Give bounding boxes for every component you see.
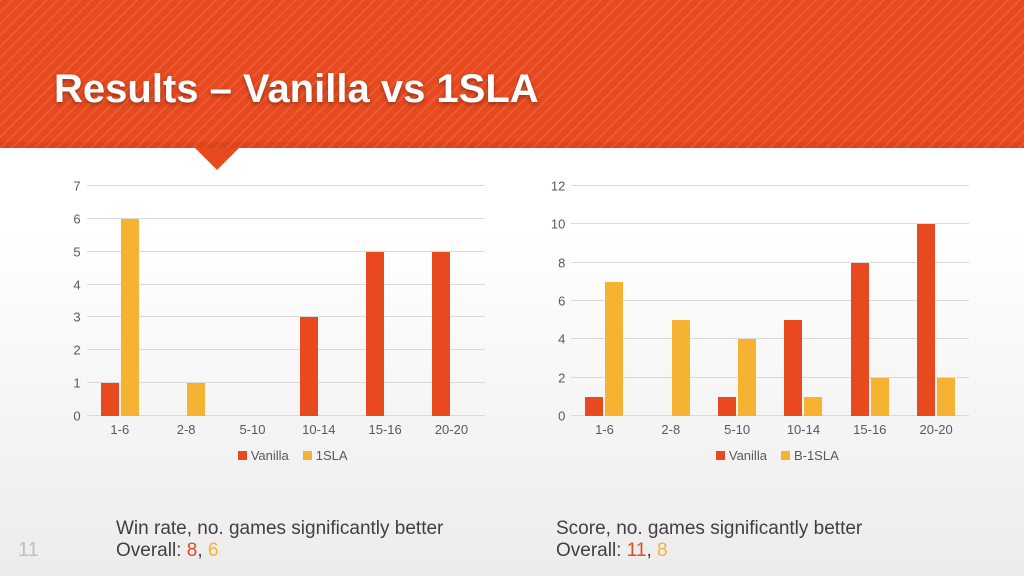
y-tick-label: 1 [73, 376, 80, 391]
chart-left: 01234567 1-62-85-1010-1415-1620-20 Vanil… [55, 186, 485, 463]
header-band: Results – Vanilla vs 1SLA [0, 0, 1024, 148]
x-tick-label: 15-16 [352, 416, 418, 437]
bar-group [770, 186, 836, 416]
x-tick-label: 1-6 [571, 416, 637, 437]
y-tick-label: 2 [73, 343, 80, 358]
bar [738, 339, 756, 416]
caption-left-line1: Win rate, no. games significantly better [116, 518, 443, 540]
bar-group [903, 186, 969, 416]
bar-group [638, 186, 704, 416]
bar [187, 383, 205, 416]
bar-group [352, 186, 418, 416]
bar-group [153, 186, 219, 416]
x-tick-label: 5-10 [219, 416, 285, 437]
bar-group [286, 186, 352, 416]
bar [917, 224, 935, 416]
bar-group [837, 186, 903, 416]
y-tick-label: 2 [558, 370, 565, 385]
bar [605, 282, 623, 416]
x-tick-label: 20-20 [903, 416, 969, 437]
caption-right-line2: Overall: 11, 8 [556, 540, 862, 562]
y-tick-label: 0 [558, 409, 565, 424]
bar-group [704, 186, 770, 416]
x-tick-label: 2-8 [153, 416, 219, 437]
bar-group [219, 186, 285, 416]
x-tick-label: 10-14 [286, 416, 352, 437]
bar [718, 397, 736, 416]
x-tick-label: 10-14 [770, 416, 836, 437]
x-tick-label: 1-6 [87, 416, 153, 437]
legend-label: 1SLA [316, 448, 348, 463]
bar [804, 397, 822, 416]
bar [366, 252, 384, 416]
chart-left-legend: Vanilla 1SLA [87, 437, 485, 463]
bar-group [87, 186, 153, 416]
bar [851, 263, 869, 416]
legend-swatch [303, 451, 312, 460]
legend-swatch [238, 451, 247, 460]
chart-right-legend: Vanilla B-1SLA [571, 437, 969, 463]
legend-swatch [781, 451, 790, 460]
bar [871, 378, 889, 416]
legend-swatch [716, 451, 725, 460]
charts-row: 01234567 1-62-85-1010-1415-1620-20 Vanil… [0, 186, 1024, 463]
caption-left-line2: Overall: 8, 6 [116, 540, 443, 562]
bar [101, 383, 119, 416]
legend-label: Vanilla [729, 448, 767, 463]
y-tick-label: 10 [551, 217, 565, 232]
x-tick-label: 2-8 [638, 416, 704, 437]
caption-right: Score, no. games significantly better Ov… [556, 518, 862, 562]
bar [585, 397, 603, 416]
page-number: 11 [18, 539, 39, 562]
bar [300, 317, 318, 416]
y-tick-label: 6 [73, 211, 80, 226]
x-tick-label: 20-20 [418, 416, 484, 437]
bar [937, 378, 955, 416]
y-tick-label: 12 [551, 179, 565, 194]
y-tick-label: 4 [73, 277, 80, 292]
y-tick-label: 7 [73, 179, 80, 194]
y-tick-label: 0 [73, 409, 80, 424]
bar [784, 320, 802, 416]
bar [121, 219, 139, 416]
y-tick-label: 5 [73, 244, 80, 259]
caption-right-line1: Score, no. games significantly better [556, 518, 862, 540]
legend-label: Vanilla [251, 448, 289, 463]
y-tick-label: 4 [558, 332, 565, 347]
y-tick-label: 3 [73, 310, 80, 325]
bar [672, 320, 690, 416]
x-tick-label: 5-10 [704, 416, 770, 437]
caption-left: Win rate, no. games significantly better… [116, 518, 443, 562]
header-notch [195, 148, 239, 170]
legend-label: B-1SLA [794, 448, 839, 463]
bar-group [571, 186, 637, 416]
x-tick-label: 15-16 [837, 416, 903, 437]
y-tick-label: 8 [558, 255, 565, 270]
bar [432, 252, 450, 416]
bar-group [418, 186, 484, 416]
chart-right: 024681012 1-62-85-1010-1415-1620-20 Vani… [539, 186, 969, 463]
y-tick-label: 6 [558, 294, 565, 309]
page-title: Results – Vanilla vs 1SLA [54, 67, 539, 112]
